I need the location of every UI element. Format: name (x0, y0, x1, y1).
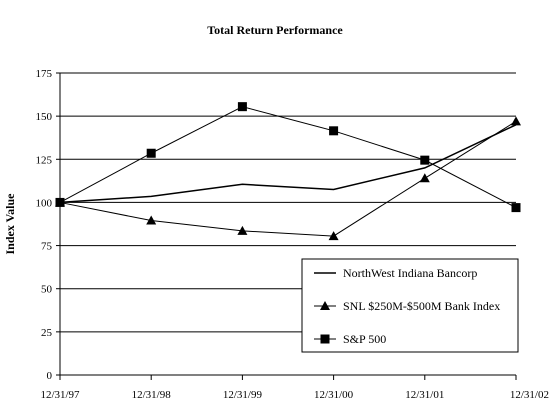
y-axis-label: Index Value (3, 193, 17, 255)
series-3 (55, 102, 521, 213)
x-tick-label: 12/31/99 (223, 389, 263, 401)
series-3-point (146, 148, 156, 158)
series-2-point (146, 215, 157, 225)
series-2-point (419, 173, 430, 183)
y-tick-label: 175 (36, 68, 53, 80)
series-group (55, 102, 521, 241)
series-2-point (511, 116, 521, 126)
x-axis-ticks: 12/31/97 12/31/98 12/31/99 12/31/00 12/31/01… (40, 375, 549, 401)
series-2-point (237, 225, 248, 235)
legend: NorthWest Indiana Bancorp SNL $250M-$500M… (301, 258, 519, 353)
series-3-point (237, 102, 247, 112)
legend-swatch-marker (320, 301, 330, 310)
x-tick-label: 12/31/02 (510, 389, 549, 401)
y-axis-ticks: 0 25 50 75 100 125 150 175 (36, 68, 60, 382)
series-3-point (420, 155, 430, 165)
y-tick-label: 125 (36, 154, 53, 166)
series-3-point (329, 126, 339, 136)
gridlines (60, 72, 516, 333)
y-tick-label: 25 (41, 327, 53, 339)
series-1-line (59, 124, 517, 204)
x-tick-label: 12/31/00 (314, 389, 354, 401)
axes (59, 73, 516, 376)
x-tick-label: 12/31/98 (132, 389, 172, 401)
legend-label: SNL $250M-$500M Bank Index (343, 299, 500, 313)
x-tick-label: 12/31/97 (40, 389, 80, 401)
y-tick-label: 150 (36, 111, 53, 123)
series-3-line (59, 106, 517, 209)
series-3-point (55, 197, 65, 207)
legend-swatch-marker (320, 334, 330, 344)
series-1 (59, 124, 517, 204)
legend-label: S&P 500 (343, 332, 386, 346)
legend-box (301, 258, 519, 353)
y-tick-label: 100 (36, 197, 53, 209)
y-tick-label: 0 (47, 370, 53, 382)
x-tick-label: 12/31/01 (405, 389, 444, 401)
y-tick-label: 50 (41, 284, 53, 296)
y-tick-label: 75 (41, 241, 53, 253)
series-2 (55, 116, 521, 241)
legend-label: NorthWest Indiana Bancorp (343, 266, 477, 280)
series-2-line (59, 120, 517, 237)
series-2-point (328, 231, 339, 241)
series-3-point (511, 203, 521, 213)
chart-title: Total Return Performance (207, 23, 343, 37)
